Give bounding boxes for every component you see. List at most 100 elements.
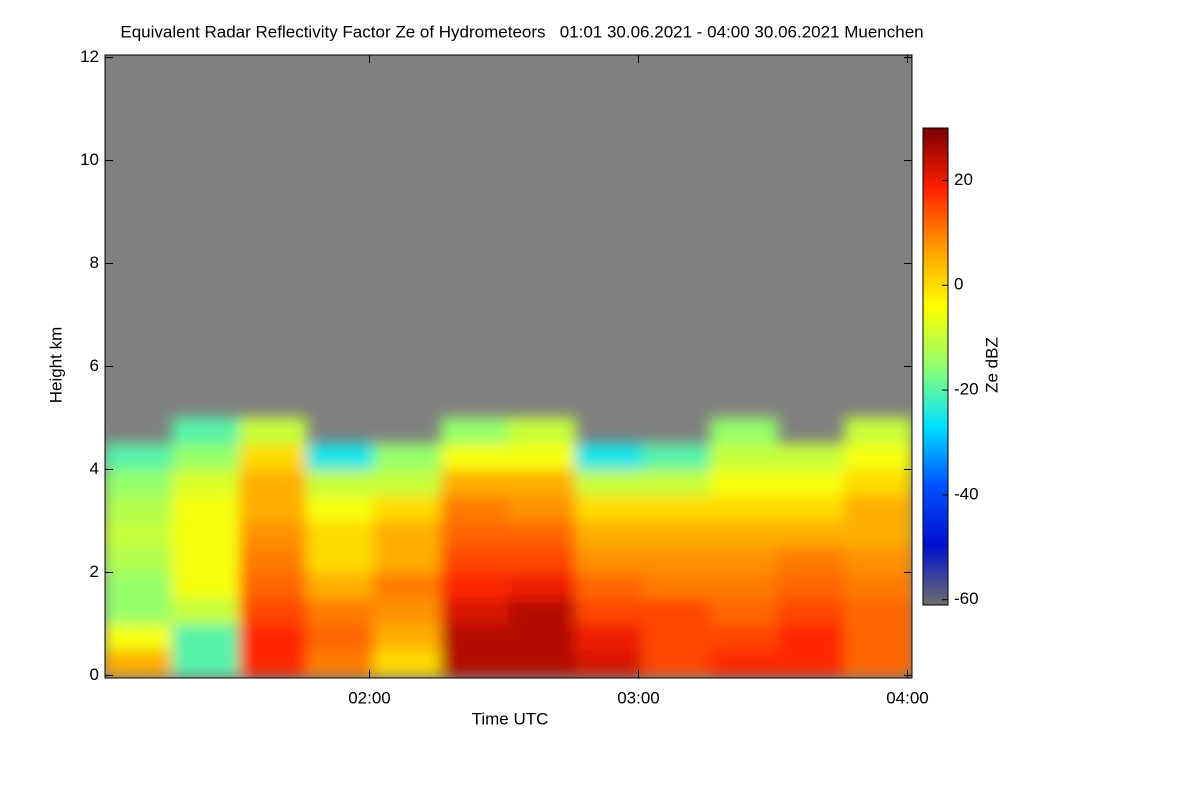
heatmap-cell	[105, 468, 173, 496]
heatmap-cell	[306, 468, 375, 496]
heatmap-cell	[642, 571, 711, 599]
heatmap-cell	[105, 597, 173, 625]
heatmap-cell	[508, 571, 577, 599]
x-tick-label: 04:00	[886, 688, 929, 707]
heatmap-cell	[239, 417, 308, 445]
heatmap-cell	[440, 623, 509, 651]
heatmap-cell	[306, 649, 375, 676]
heatmap-cell	[239, 443, 308, 470]
heatmap-cell	[642, 597, 711, 625]
y-axis-label: Height km	[46, 327, 65, 404]
heatmap-cell	[171, 649, 240, 676]
heatmap-cell	[642, 468, 711, 496]
heatmap-cell	[844, 468, 912, 496]
heatmap-cell	[709, 571, 778, 599]
heatmap-cell	[575, 597, 644, 625]
heatmap-cell	[709, 443, 778, 470]
y-tick-label: 4	[90, 459, 99, 478]
heatmap-cell	[508, 546, 577, 573]
colorbar-label: Ze dBZ	[982, 337, 1001, 393]
heatmap-cell	[777, 443, 846, 470]
heatmap-cell	[844, 417, 912, 445]
chart-title: Equivalent Radar Reflectivity Factor Ze …	[120, 22, 923, 41]
heatmap-cell	[105, 649, 173, 676]
heatmap-cell	[306, 571, 375, 599]
heatmap-cell	[575, 520, 644, 548]
heatmap-cell	[239, 571, 308, 599]
heatmap-cell	[709, 546, 778, 573]
y-tick-label: 8	[90, 253, 99, 272]
heatmap-cell	[844, 571, 912, 599]
heatmap-cell	[508, 468, 577, 496]
heatmap-cell	[844, 494, 912, 522]
heatmap-cell	[373, 494, 442, 522]
heatmap-cell	[777, 597, 846, 625]
heatmap-cell	[508, 597, 577, 625]
x-tick-label: 03:00	[617, 688, 660, 707]
heatmap-cell	[575, 623, 644, 651]
heatmap-cell	[373, 520, 442, 548]
heatmap-cell	[171, 443, 240, 470]
heatmap-cell	[440, 597, 509, 625]
heatmap-cell	[171, 520, 240, 548]
heatmap-cell	[508, 443, 577, 470]
heatmap-cell	[373, 443, 442, 470]
heatmap-cell	[239, 649, 308, 676]
heatmap-cell	[306, 443, 375, 470]
heatmap-cell	[105, 623, 173, 651]
heatmap-cell	[440, 571, 509, 599]
y-tick-label: 0	[90, 665, 99, 684]
heatmap-cell	[642, 623, 711, 651]
heatmap-cell	[777, 649, 846, 676]
heatmap-cell	[508, 623, 577, 651]
heatmap-cell	[171, 546, 240, 573]
y-tick-label: 12	[80, 47, 99, 66]
heatmap-cell	[239, 597, 308, 625]
heatmap-cell	[105, 520, 173, 548]
colorbar	[922, 127, 949, 606]
heatmap-cell	[844, 443, 912, 470]
heatmap-cell	[709, 520, 778, 548]
heatmap-cell	[105, 546, 173, 573]
heatmap-cell	[105, 443, 173, 470]
colorbar-tick-label: 0	[954, 275, 963, 294]
heatmap-cell	[440, 520, 509, 548]
heatmap-cell	[373, 623, 442, 651]
heatmap-cell	[440, 443, 509, 470]
heatmap-cell	[575, 468, 644, 496]
heatmap-cell	[642, 494, 711, 522]
heatmap-cell	[440, 468, 509, 496]
heatmap-clip	[105, 417, 912, 676]
heatmap-cell	[777, 571, 846, 599]
x-tick-label: 02:00	[348, 688, 391, 707]
heatmap-cell	[642, 443, 711, 470]
heatmap-cell	[105, 494, 173, 522]
heatmap-cell	[373, 546, 442, 573]
heatmap-cell	[171, 623, 240, 651]
heatmap-cell	[306, 520, 375, 548]
heatmap-cell	[575, 571, 644, 599]
heatmap-cell	[508, 649, 577, 676]
heatmap-cell	[440, 649, 509, 676]
colorbar-tick-label: 20	[954, 170, 973, 189]
colorbar-tick-label: -40	[954, 484, 979, 503]
heatmap-cell	[171, 571, 240, 599]
y-tick-label: 6	[90, 356, 99, 375]
heatmap-cell	[239, 468, 308, 496]
heatmap-cell	[239, 494, 308, 522]
heatmap-cell	[575, 443, 644, 470]
heatmap-cell	[440, 494, 509, 522]
heatmap-cell	[777, 546, 846, 573]
heatmap-cell	[508, 417, 577, 445]
heatmap	[105, 417, 912, 676]
heatmap-cell	[642, 649, 711, 676]
heatmap-cell	[777, 623, 846, 651]
heatmap-cell	[239, 546, 308, 573]
colorbar-tick-label: -60	[954, 589, 979, 608]
heatmap-cell	[709, 649, 778, 676]
heatmap-cell	[844, 520, 912, 548]
heatmap-cell	[171, 494, 240, 522]
colorbar-tick-label: -20	[954, 380, 979, 399]
heatmap-cell	[777, 468, 846, 496]
